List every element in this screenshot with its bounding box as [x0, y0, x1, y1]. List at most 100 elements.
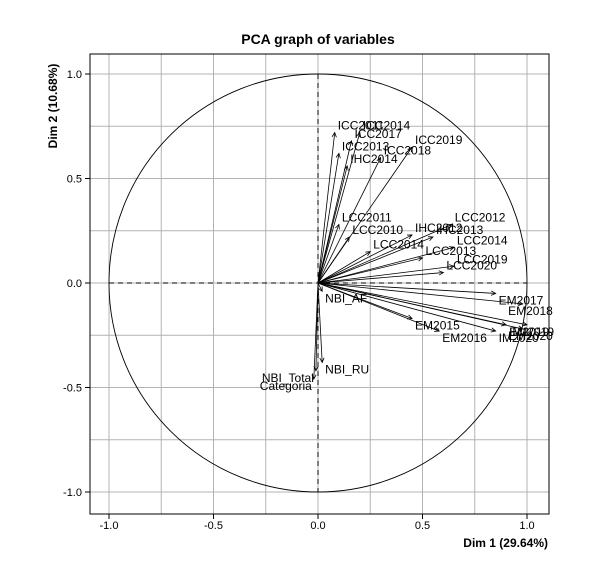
- variable-arrow-head: [517, 325, 524, 331]
- variable-arrow: [317, 234, 413, 284]
- variable-arrow-head: [427, 236, 434, 241]
- variable-label: EM2020: [508, 329, 553, 343]
- variable-label: NBI_Total: [262, 371, 314, 385]
- y-axis-title: Dim 2 (10.68%): [46, 64, 60, 149]
- variable-arrow-head: [438, 270, 445, 276]
- x-tick-label: 1.0: [519, 520, 534, 532]
- variable-arrow-head: [319, 357, 325, 364]
- variable-arrow: [317, 282, 323, 292]
- variable-label: LCC2014: [373, 238, 424, 252]
- variable-arrow: [313, 282, 319, 380]
- variable-label: NBI_AF: [325, 291, 367, 305]
- x-tick-label: 0.5: [415, 520, 430, 532]
- y-tick-label: 0.5: [67, 174, 82, 186]
- variable-arrow-head: [343, 165, 349, 171]
- variable-label: ICC2018: [384, 144, 432, 158]
- variable-arrow: [317, 282, 528, 326]
- variable-label: EM2015: [415, 319, 460, 333]
- variable-arrow-head: [490, 290, 497, 296]
- variable-label: ICC2019: [415, 133, 463, 147]
- y-axis-ticks: -1.0 -0.5 0.0 0.5 1.0: [63, 69, 90, 499]
- variable-label: NBI_RU: [325, 362, 369, 376]
- variable-arrow: [317, 282, 440, 332]
- variable-label: LCC2013: [426, 244, 477, 258]
- variable-arrow-head: [347, 139, 353, 146]
- x-axis-ticks: -1.0 -0.5 0.0 0.5 1.0: [100, 514, 535, 532]
- variable-label: IHC2014: [350, 152, 398, 166]
- variable-arrow: [317, 236, 350, 284]
- y-tick-label: 0.0: [67, 278, 82, 290]
- variable-arrow: [317, 247, 454, 284]
- variable-arrow: [317, 282, 496, 332]
- x-tick-label: -0.5: [204, 520, 223, 532]
- variable-arrow-head: [448, 246, 455, 252]
- variable-arrow-head: [317, 286, 323, 293]
- variable-arrow: [317, 251, 371, 284]
- variable-arrow: [317, 224, 340, 284]
- variable-arrow: [317, 282, 507, 326]
- y-tick-label: -0.5: [63, 383, 82, 395]
- variable-arrow: [317, 236, 434, 284]
- variable-arrow-head: [434, 327, 441, 332]
- variable-arrow: [317, 157, 382, 284]
- variable-label: LCC2011: [342, 210, 392, 224]
- variable-arrow: [317, 132, 361, 284]
- plot-frame: [89, 53, 550, 515]
- variable-arrow-head: [335, 223, 340, 230]
- variable-arrow-head: [490, 327, 497, 333]
- variable-label: IHC2012: [415, 221, 463, 235]
- variable-arrows: [311, 131, 528, 381]
- variable-label: ICC2013: [342, 139, 390, 153]
- x-tick-label: -1.0: [100, 520, 119, 532]
- variable-arrow-head: [501, 321, 507, 327]
- chart-title: PCA graph of variables: [241, 31, 395, 47]
- variable-label: EM2019: [509, 325, 554, 339]
- variable-arrow-head: [331, 131, 337, 138]
- x-tick-label: 0.0: [310, 520, 325, 532]
- variable-label: LCC2014: [457, 233, 508, 247]
- variable-arrow: [317, 165, 348, 284]
- variable-arrow-head: [344, 236, 350, 243]
- variable-label: ICC2014: [363, 119, 411, 133]
- variable-arrow-head: [517, 300, 524, 306]
- variable-arrow: [317, 265, 454, 284]
- variable-arrow-head: [376, 156, 382, 163]
- variable-arrow-head: [446, 223, 453, 229]
- variable-label: IM2019: [509, 325, 549, 339]
- variable-arrow: [317, 224, 452, 284]
- variable-arrow-head: [356, 131, 362, 138]
- variable-arrow-head: [335, 152, 341, 159]
- variable-label: LCC2010: [352, 223, 403, 237]
- variable-arrow: [317, 282, 496, 294]
- variable-arrow-head: [417, 256, 424, 262]
- variable-arrow-head: [311, 374, 317, 381]
- variable-label: LCC2020: [446, 259, 497, 273]
- variable-arrow: [317, 282, 323, 363]
- variable-arrow: [317, 132, 336, 284]
- variable-label: ICC2011: [338, 119, 385, 133]
- variable-arrow-head: [522, 321, 528, 327]
- variable-arrow: [317, 257, 423, 284]
- variable-arrow-head: [448, 264, 455, 270]
- variable-label: Categoria: [260, 379, 312, 393]
- variable-arrow-head: [407, 146, 413, 153]
- variable-label: LCC2019: [457, 252, 508, 266]
- y-tick-label: 1.0: [67, 69, 82, 81]
- variable-label: ICC2017: [354, 127, 402, 141]
- variable-arrow: [317, 272, 444, 284]
- y-tick-label: -1.0: [63, 487, 82, 499]
- variable-arrow-head: [407, 234, 413, 240]
- variable-label: EM2016: [442, 331, 487, 345]
- variable-label: LCC2012: [455, 210, 506, 224]
- x-axis-title: Dim 1 (29.64%): [463, 536, 548, 550]
- variable-arrow: [317, 153, 340, 284]
- variable-label: IM2020: [499, 331, 539, 345]
- variable-label: IHC2013: [436, 223, 484, 237]
- variable-label: EM2017: [499, 293, 544, 307]
- variable-arrow-head: [365, 251, 372, 257]
- variable-label: EM2018: [508, 304, 553, 318]
- variable-arrow: [317, 282, 523, 305]
